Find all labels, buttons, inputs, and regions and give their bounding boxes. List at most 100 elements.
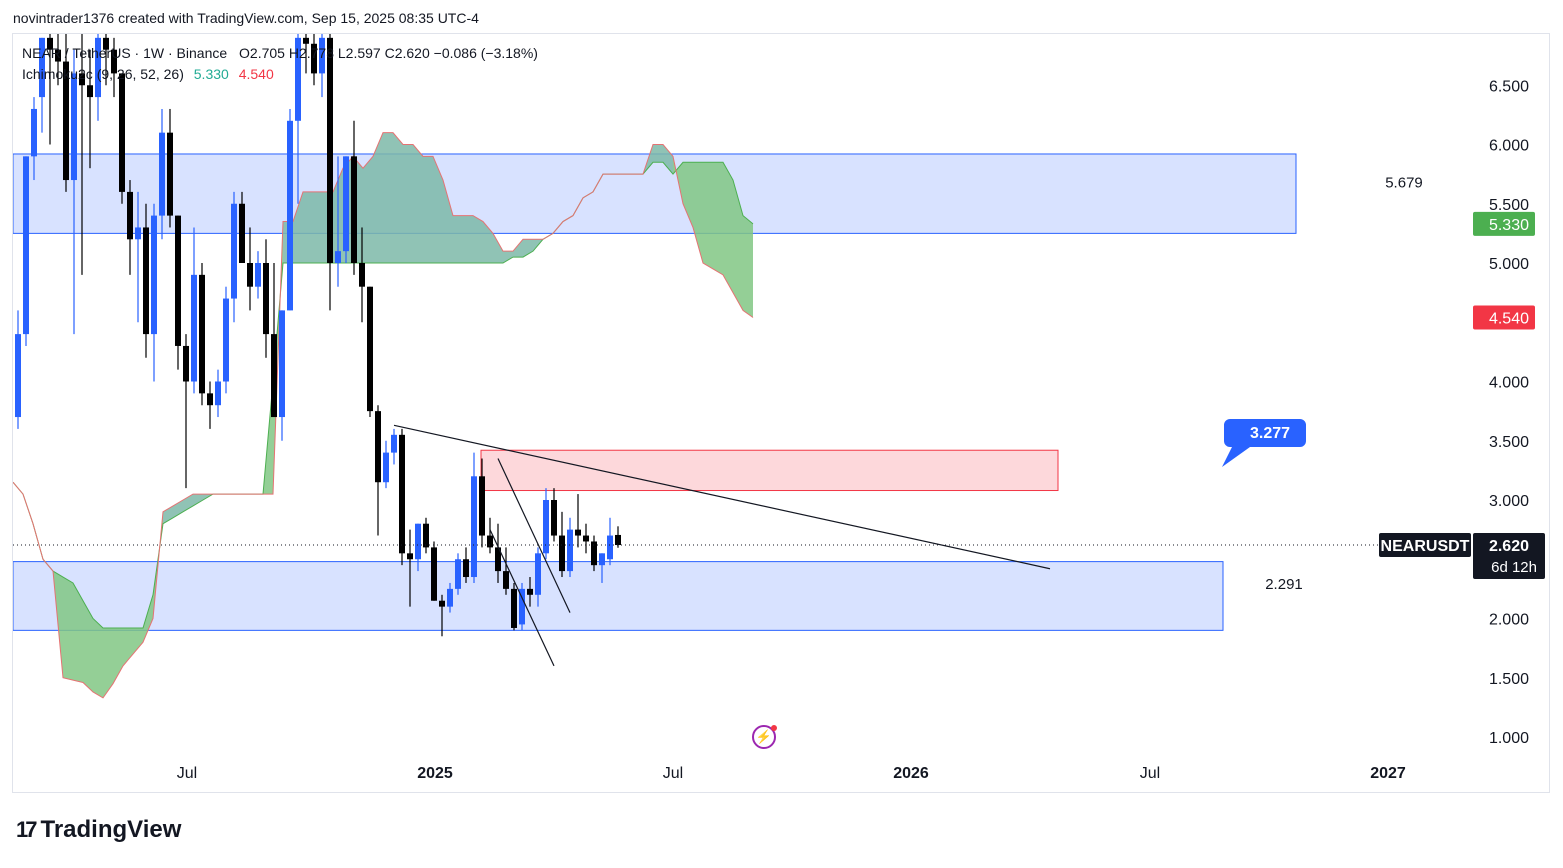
- candle-body[interactable]: [263, 263, 269, 335]
- zone-resistance_red[interactable]: [480, 449, 1059, 492]
- candle-body[interactable]: [311, 43, 317, 74]
- candle-body[interactable]: [407, 553, 413, 560]
- cloud-segment: [293, 191, 303, 263]
- candle-body[interactable]: [543, 500, 549, 554]
- candle-body[interactable]: [103, 37, 109, 50]
- candle-body[interactable]: [119, 73, 125, 192]
- candle-body[interactable]: [343, 156, 349, 252]
- symbol-label[interactable]: NEAR / TetherUS · 1W · Binance: [22, 45, 228, 61]
- cloud-segment: [523, 239, 533, 258]
- lightning-icon[interactable]: ⚡: [752, 725, 776, 749]
- candle-body[interactable]: [383, 452, 389, 483]
- candle-body[interactable]: [111, 49, 117, 74]
- candle-body[interactable]: [55, 49, 61, 62]
- candle-body[interactable]: [487, 535, 493, 548]
- candle-body[interactable]: [519, 588, 525, 625]
- candle-body[interactable]: [375, 411, 381, 483]
- indicator-label[interactable]: Ichimoku2c (9, 26, 52, 26): [22, 66, 184, 82]
- candle-body[interactable]: [247, 263, 253, 287]
- candle-body[interactable]: [231, 203, 237, 299]
- candle-body[interactable]: [87, 85, 93, 98]
- trendline-wedge-upper[interactable]: [497, 458, 571, 613]
- candle-body[interactable]: [223, 298, 229, 382]
- price-callout-label: 3.277: [1250, 425, 1290, 442]
- candle-body[interactable]: [135, 227, 141, 240]
- candle-body[interactable]: [559, 535, 565, 572]
- candle-body[interactable]: [151, 215, 157, 335]
- candle-body[interactable]: [479, 476, 485, 536]
- candle-body[interactable]: [287, 120, 293, 311]
- candle-body[interactable]: [295, 37, 301, 121]
- candle-body[interactable]: [183, 345, 189, 382]
- candle-body[interactable]: [95, 37, 101, 98]
- candle-body[interactable]: [39, 37, 45, 98]
- candle-body[interactable]: [599, 553, 605, 566]
- candle-body[interactable]: [583, 535, 589, 542]
- candle-body[interactable]: [455, 559, 461, 589]
- last-price-tag[interactable]: [1473, 533, 1545, 580]
- candle-body[interactable]: [207, 393, 213, 406]
- candle-body[interactable]: [567, 529, 573, 572]
- plot-area[interactable]: [13, 26, 1380, 699]
- candle-body[interactable]: [615, 534, 621, 546]
- candle-body[interactable]: [47, 37, 53, 50]
- cloud-segment: [403, 144, 413, 263]
- candle-body[interactable]: [327, 37, 333, 263]
- candle-body[interactable]: [63, 61, 69, 181]
- candle-body[interactable]: [279, 310, 285, 418]
- price-callout[interactable]: [1222, 419, 1306, 467]
- candle-body[interactable]: [575, 529, 581, 536]
- candle-body[interactable]: [415, 523, 421, 560]
- candle-body[interactable]: [199, 274, 205, 394]
- candle-body[interactable]: [423, 523, 429, 548]
- chart-frame[interactable]: [12, 33, 1550, 793]
- candle-body[interactable]: [15, 334, 21, 418]
- candle-body[interactable]: [215, 381, 221, 406]
- candle-body[interactable]: [503, 571, 509, 589]
- candle-body[interactable]: [527, 588, 533, 595]
- candle-body[interactable]: [167, 132, 173, 216]
- candle-body[interactable]: [191, 274, 197, 382]
- candle-body[interactable]: [335, 251, 341, 263]
- candle-body[interactable]: [31, 108, 37, 157]
- candle-body[interactable]: [511, 588, 517, 628]
- candle-body[interactable]: [447, 588, 453, 607]
- candle-body[interactable]: [127, 191, 133, 240]
- zone-upper_blue[interactable]: [13, 153, 1297, 234]
- span-b-tag[interactable]: [1473, 305, 1535, 330]
- candle-body[interactable]: [143, 227, 149, 335]
- candle-body[interactable]: [551, 500, 557, 536]
- symbol-tag[interactable]: [1379, 533, 1471, 558]
- candle-body[interactable]: [607, 535, 613, 560]
- candle-body[interactable]: [351, 156, 357, 263]
- candle-body[interactable]: [23, 156, 29, 335]
- trendline-descending-resistance[interactable]: [393, 424, 1051, 570]
- candle-body[interactable]: [439, 600, 445, 607]
- candle-body[interactable]: [471, 476, 477, 578]
- candle-body[interactable]: [159, 132, 165, 216]
- candle-body[interactable]: [175, 215, 181, 346]
- candle-body[interactable]: [399, 434, 405, 554]
- candle-body[interactable]: [271, 334, 277, 418]
- candle-body[interactable]: [79, 73, 85, 86]
- candle-body[interactable]: [367, 286, 373, 412]
- candle-body[interactable]: [319, 37, 325, 74]
- candle-body[interactable]: [535, 553, 541, 595]
- candle-body[interactable]: [495, 547, 501, 572]
- candle-body[interactable]: [71, 73, 77, 181]
- candle-body[interactable]: [303, 37, 309, 44]
- span-a-tag[interactable]: [1473, 211, 1535, 236]
- cloud-segment: [483, 221, 493, 263]
- candle-body[interactable]: [591, 541, 597, 566]
- candle-body[interactable]: [463, 559, 469, 578]
- candle-body[interactable]: [255, 263, 261, 287]
- candle-body[interactable]: [239, 203, 245, 263]
- candle-body[interactable]: [359, 263, 365, 287]
- candle-body[interactable]: [391, 434, 397, 453]
- cloud-segment: [423, 156, 433, 263]
- zone-lower_blue[interactable]: [13, 561, 1224, 631]
- trendline-wedge-lower[interactable]: [489, 529, 555, 667]
- cloud-segment: [703, 162, 713, 269]
- candle-body[interactable]: [431, 547, 437, 601]
